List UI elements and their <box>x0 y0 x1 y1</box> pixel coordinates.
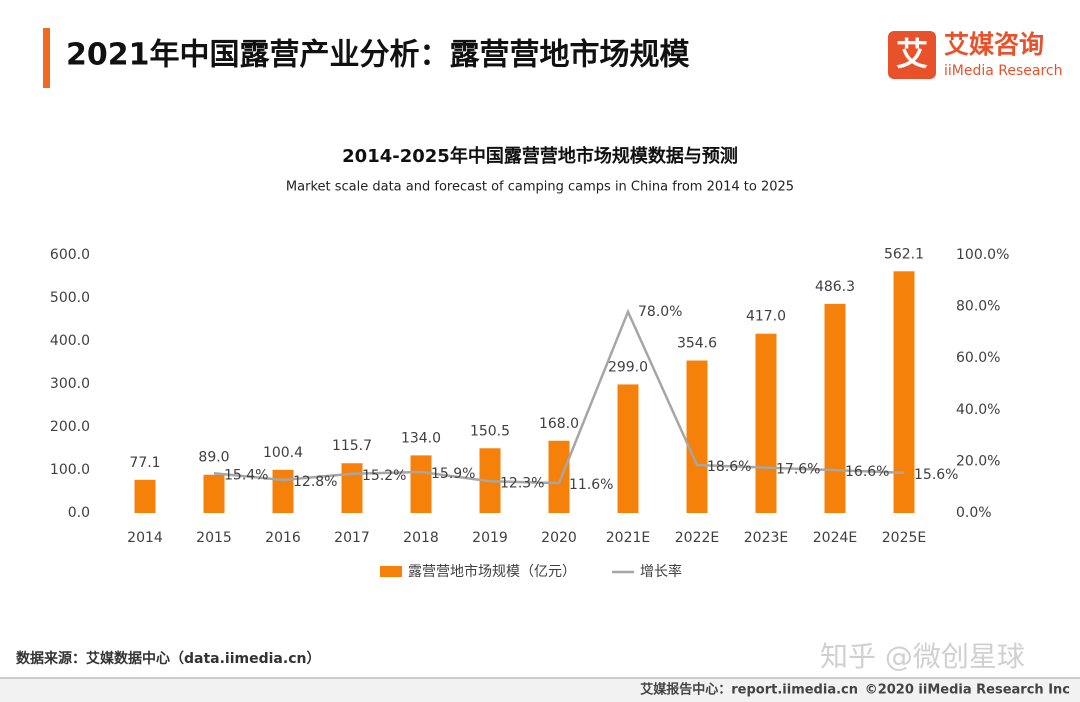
y2-tick-label: 40.0% <box>956 402 1000 418</box>
x-tick-label: 2023E <box>744 530 788 546</box>
x-tick-label: 2015 <box>196 530 232 546</box>
y2-tick-label: 100.0% <box>956 247 1009 263</box>
line-value-label: 15.6% <box>914 467 958 483</box>
y2-tick-label: 80.0% <box>956 299 1000 315</box>
bar <box>134 479 156 513</box>
line-value-label: 12.8% <box>293 474 337 490</box>
bar <box>686 360 708 513</box>
y2-tick-label: 60.0% <box>956 350 1000 366</box>
bar-value-label: 77.1 <box>129 455 160 471</box>
bar-value-label: 354.6 <box>677 336 717 352</box>
bar-value-label: 115.7 <box>332 438 372 454</box>
x-tick-label: 2016 <box>265 530 301 546</box>
y2-tick-label: 0.0% <box>956 505 992 521</box>
bar-value-label: 417.0 <box>746 309 786 325</box>
bar <box>824 303 846 513</box>
title-accent <box>43 28 50 88</box>
bar-value-label: 486.3 <box>815 279 855 295</box>
line-value-label: 15.4% <box>224 467 268 483</box>
y-tick-label: 400.0 <box>50 333 90 349</box>
x-tick-label: 2017 <box>334 530 370 546</box>
bar <box>272 469 294 513</box>
x-tick-label: 2014 <box>127 530 163 546</box>
x-tick-label: 2021E <box>606 530 650 546</box>
footer-band <box>0 679 1080 702</box>
bar <box>755 333 777 513</box>
x-tick-label: 2020 <box>541 530 577 546</box>
logo-box <box>888 31 936 79</box>
bar <box>203 474 225 513</box>
line-value-label: 15.9% <box>431 466 475 482</box>
bar-value-label: 562.1 <box>884 246 924 262</box>
growth-line <box>213 308 905 485</box>
footer-copyright: ©2020 iiMedia Research Inc <box>865 683 1070 698</box>
y-tick-label: 600.0 <box>50 247 90 263</box>
bar-value-label: 134.0 <box>401 430 441 446</box>
y-tick-label: 300.0 <box>50 376 90 392</box>
line-value-label: 15.2% <box>362 468 406 484</box>
bar <box>341 463 363 513</box>
line-value-label: 18.6% <box>707 459 751 475</box>
y-tick-label: 500.0 <box>50 290 90 306</box>
bar <box>410 455 432 513</box>
bar-value-label: 299.0 <box>608 359 648 375</box>
logo-name: 艾媒咨询 <box>944 30 1044 59</box>
bar <box>893 271 915 513</box>
logo-mark: 艾 <box>896 35 928 73</box>
x-tick-label: 2025E <box>882 530 926 546</box>
line-value-label: 12.3% <box>500 475 544 491</box>
legend-label: 增长率 <box>640 563 682 580</box>
source: 数据来源：艾媒数据中心（data.iimedia.cn） <box>16 650 320 667</box>
y-tick-label: 0.0 <box>68 505 90 521</box>
bar-value-label: 168.0 <box>539 416 579 432</box>
page-title: 2021年中国露营产业分析：露营营地市场规模 <box>66 38 690 73</box>
line-value-label: 16.6% <box>845 464 889 480</box>
watermark: 知乎 @微创星球 <box>820 640 1025 673</box>
line-value-label: 78.0% <box>638 304 682 320</box>
bar-value-label: 150.5 <box>470 423 510 439</box>
x-tick-label: 2018 <box>403 530 439 546</box>
y2-tick-label: 20.0% <box>956 453 1000 469</box>
legend-swatch <box>380 566 402 577</box>
y-tick-label: 100.0 <box>50 462 90 478</box>
bar-value-label: 89.0 <box>198 450 229 466</box>
footer-report: 艾媒报告中心：report.iimedia.cn <box>640 682 858 698</box>
x-tick-label: 2022E <box>675 530 719 546</box>
legend-label: 露营营地市场规模（亿元） <box>408 563 576 580</box>
bar <box>548 440 570 513</box>
logo-sub: iiMedia Research <box>944 63 1063 79</box>
bar-value-label: 100.4 <box>263 445 303 461</box>
y-tick-label: 200.0 <box>50 419 90 435</box>
x-tick-label: 2024E <box>813 530 857 546</box>
line-value-label: 17.6% <box>776 462 820 478</box>
chart-title: 2014-2025年中国露营营地市场规模数据与预测 <box>342 145 738 167</box>
line-value-label: 11.6% <box>569 477 613 493</box>
x-tick-label: 2019 <box>472 530 508 546</box>
chart-subtitle: Market scale data and forecast of campin… <box>286 180 794 195</box>
bar <box>617 384 639 513</box>
